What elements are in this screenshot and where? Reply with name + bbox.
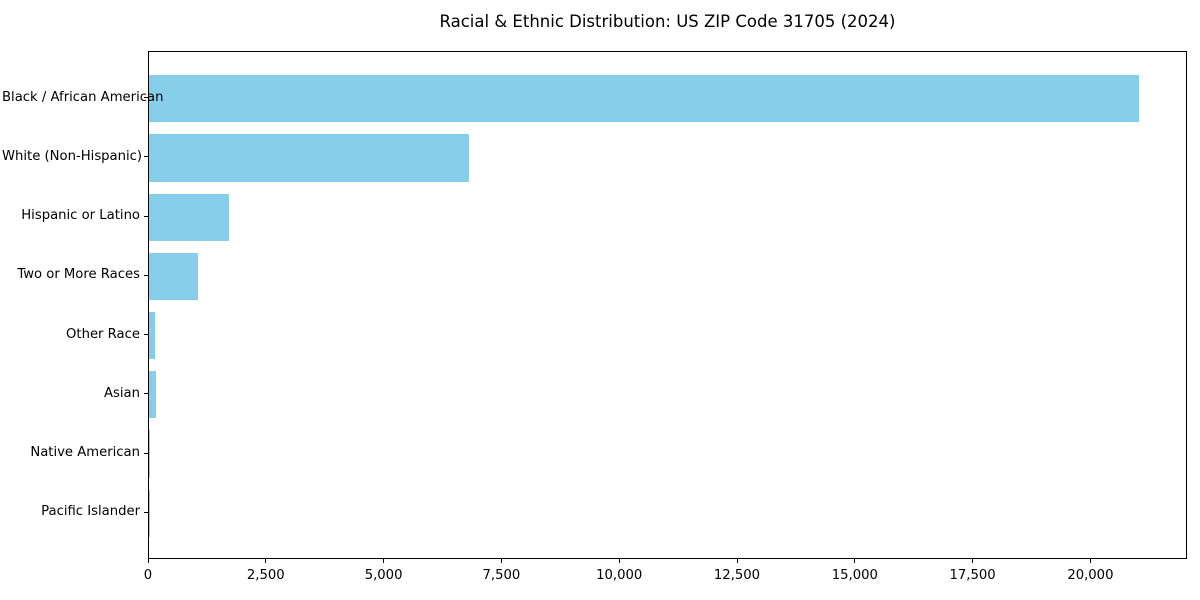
- x-tick-label: 5,000: [364, 568, 403, 583]
- x-tick-label: 15,000: [831, 568, 878, 583]
- x-tick: [736, 559, 738, 563]
- bar-5: [149, 371, 156, 419]
- x-tick-label: 20,000: [1067, 568, 1114, 583]
- y-tick-label: Native American: [30, 445, 140, 461]
- y-tick-label: Asian: [104, 385, 140, 401]
- x-tick-label: 2,500: [246, 568, 285, 583]
- x-tick: [383, 559, 385, 563]
- bar-6: [149, 430, 150, 478]
- y-tick: [144, 452, 148, 454]
- bar-4: [149, 311, 155, 360]
- bar-1: [149, 134, 470, 182]
- x-tick: [1089, 559, 1091, 563]
- bar-2: [149, 193, 230, 241]
- bar-0: [149, 75, 1139, 123]
- x-tick: [147, 559, 149, 563]
- x-tick-label: 10,000: [596, 568, 643, 583]
- y-tick: [144, 97, 148, 99]
- y-tick-label: Black / African American: [2, 89, 164, 105]
- y-tick: [144, 511, 148, 513]
- x-tick: [972, 559, 974, 563]
- y-tick: [144, 334, 148, 336]
- x-tick-label: 12,500: [713, 568, 761, 583]
- y-tick: [144, 156, 148, 158]
- x-tick-label: 7,500: [482, 568, 521, 583]
- y-tick-label: Two or More Races: [17, 267, 140, 283]
- chart-title: Racial & Ethnic Distribution: US ZIP Cod…: [439, 12, 896, 31]
- x-tick: [500, 559, 502, 563]
- bar-3: [149, 252, 198, 301]
- y-tick-label: Other Race: [66, 326, 140, 342]
- x-tick: [265, 559, 267, 563]
- y-tick-label: Pacific Islander: [41, 504, 140, 520]
- plot-area: [148, 51, 1187, 559]
- y-tick: [144, 393, 148, 395]
- x-tick: [618, 559, 620, 563]
- y-tick: [144, 274, 148, 276]
- x-tick-label: 17,500: [949, 568, 996, 583]
- y-tick: [144, 215, 148, 217]
- x-tick-label: 0: [143, 568, 153, 583]
- x-tick: [854, 559, 856, 563]
- y-tick-label: White (Non-Hispanic): [2, 148, 143, 164]
- y-tick-label: Hispanic or Latino: [21, 208, 140, 224]
